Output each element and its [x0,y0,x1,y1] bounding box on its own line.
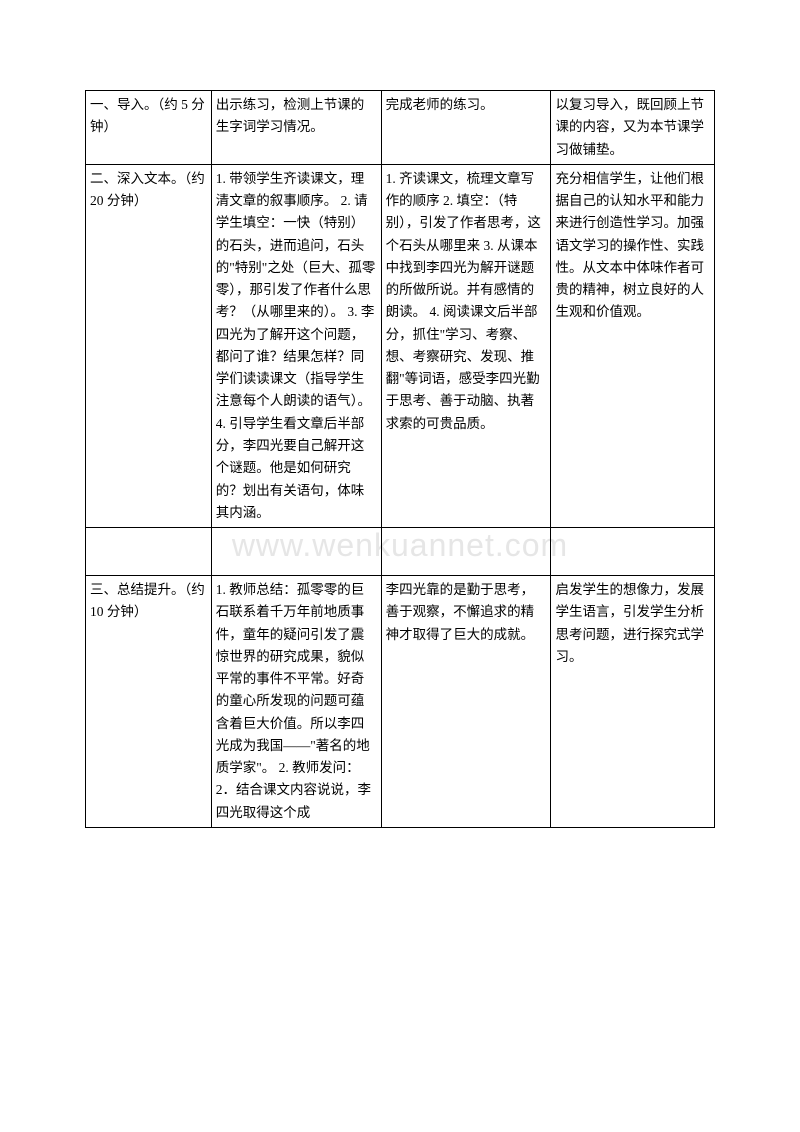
page-container: 一、导入。（约 5 分钟） 出示练习，检测上节课的生字词学习情况。 完成老师的练… [0,0,800,888]
cell-teacher-1: 出示练习，检测上节课的生字词学习情况。 [211,91,381,165]
table-row: 一、导入。（约 5 分钟） 出示练习，检测上节课的生字词学习情况。 完成老师的练… [86,91,715,165]
cell-intent-1: 以复习导入，既回顾上节课的内容，又为本节课学习做铺垫。 [551,91,715,165]
cell-student-3: 李四光靠的是勤于思考，善于观察，不懈追求的精神才取得了巨大的成就。 [381,576,551,828]
cell-student-1: 完成老师的练习。 [381,91,551,165]
cell-stage-2: 二、深入文本。（约20 分钟） [86,164,212,527]
cell-teacher-2: 1. 带领学生齐读课文，理清文章的叙事顺序。 2. 请学生填空：一快（特别）的石… [211,164,381,527]
cell-student-2: 1. 齐读课文，梳理文章写作的顺序 2. 填空：（特别），引发了作者思考，这个石… [381,164,551,527]
cell-intent-3: 启发学生的想像力，发展学生语言，引发学生分析思考问题，进行探究式学习。 [551,576,715,828]
cell-stage-3: 三、总结提升。（约10 分钟） [86,576,212,828]
table-spacer-row [86,528,715,576]
spacer-cell [551,528,715,576]
cell-intent-2: 充分相信学生，让他们根据自己的认知水平和能力来进行创造性学习。加强语文学习的操作… [551,164,715,527]
cell-teacher-3: 1. 教师总结：孤零零的巨石联系着千万年前地质事件，童年的疑问引发了震惊世界的研… [211,576,381,828]
cell-stage-1: 一、导入。（约 5 分钟） [86,91,212,165]
spacer-cell [381,528,551,576]
spacer-cell [211,528,381,576]
lesson-plan-table: 一、导入。（约 5 分钟） 出示练习，检测上节课的生字词学习情况。 完成老师的练… [85,90,715,828]
spacer-cell [86,528,212,576]
table-row: 三、总结提升。（约10 分钟） 1. 教师总结：孤零零的巨石联系着千万年前地质事… [86,576,715,828]
table-row: 二、深入文本。（约20 分钟） 1. 带领学生齐读课文，理清文章的叙事顺序。 2… [86,164,715,527]
